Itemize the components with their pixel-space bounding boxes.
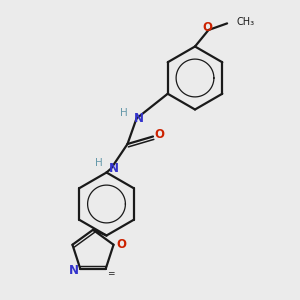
Text: O: O — [116, 238, 126, 251]
Text: H: H — [94, 158, 102, 168]
Text: H: H — [120, 108, 128, 118]
Text: O: O — [154, 128, 165, 142]
Text: N: N — [69, 264, 79, 277]
Text: O: O — [202, 21, 212, 34]
Text: N: N — [108, 162, 118, 175]
Text: =: = — [107, 269, 115, 278]
Text: CH₃: CH₃ — [236, 17, 254, 27]
Text: N: N — [134, 112, 144, 125]
